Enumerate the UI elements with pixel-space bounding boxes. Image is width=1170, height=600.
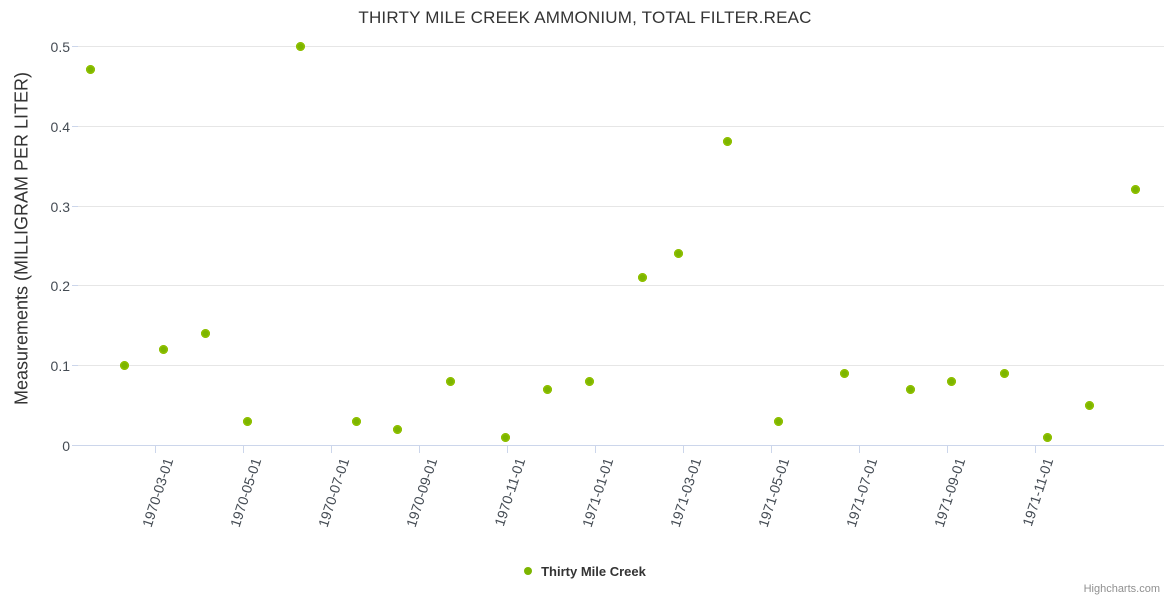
x-axis-tick-mark: [155, 446, 156, 453]
data-point[interactable]: [674, 248, 684, 258]
x-axis-tick-mark: [331, 446, 332, 453]
gridline: [78, 285, 1164, 287]
x-axis-tick-label: 1970-05-01: [226, 456, 265, 530]
legend-marker-icon: [524, 566, 533, 575]
legend-item-label: Thirty Mile Creek: [541, 564, 646, 580]
y-axis-tick-label: 0: [62, 438, 70, 454]
data-point[interactable]: [120, 360, 130, 370]
data-point[interactable]: [501, 432, 511, 442]
data-point[interactable]: [392, 424, 402, 434]
y-axis-tick-label: 0.3: [50, 198, 70, 215]
data-point[interactable]: [773, 416, 783, 426]
data-point[interactable]: [200, 328, 210, 338]
plot-area: [78, 40, 1164, 446]
y-axis-tick-mark: [72, 205, 78, 207]
x-axis-tick-mark: [947, 446, 948, 453]
x-axis-tick-label: 1971-09-01: [930, 456, 969, 530]
x-axis-tick-mark: [507, 446, 508, 453]
x-axis-tick-mark: [683, 446, 684, 453]
y-axis-tick-label: 0.1: [50, 358, 70, 375]
gridline: [78, 205, 1164, 207]
y-axis-tick-mark: [72, 285, 78, 287]
x-axis-tick-mark: [1035, 446, 1036, 453]
x-axis-tick-label: 1970-09-01: [402, 456, 441, 530]
gridline: [78, 46, 1164, 47]
data-point[interactable]: [446, 376, 456, 386]
legend-item[interactable]: Thirty Mile Creek: [524, 563, 646, 579]
x-axis-tick-mark: [859, 446, 860, 453]
x-axis-tick-mark: [243, 446, 244, 453]
x-axis-tick-mark: [595, 446, 596, 453]
data-point[interactable]: [840, 368, 850, 378]
gridline: [78, 125, 1164, 127]
y-axis-tick-labels: 0 0.1 0.2 0.3 0.4 0.5: [0, 39, 70, 454]
x-axis-tick-label: 1971-01-01: [578, 456, 617, 530]
chart-title: THIRTY MILE CREEK AMMONIUM, TOTAL FILTER…: [358, 8, 812, 27]
x-axis-tick-mark: [419, 446, 420, 453]
x-axis-line: [78, 445, 1164, 446]
data-point[interactable]: [946, 376, 956, 386]
y-axis-tick-label: 0.5: [50, 39, 70, 55]
chart-legend: Thirty Mile Creek: [0, 563, 1170, 579]
x-axis-tick-label: 1970-07-01: [314, 456, 353, 530]
y-axis-tick-mark: [72, 125, 78, 127]
data-point[interactable]: [542, 384, 552, 394]
x-axis-tick-label: 1971-11-01: [1019, 456, 1057, 529]
highcharts-credits[interactable]: Highcharts.com: [1083, 583, 1160, 595]
x-axis-tick-label: 1971-05-01: [754, 456, 793, 530]
data-point[interactable]: [1131, 185, 1141, 195]
x-axis-tick-label: 1970-11-01: [491, 456, 529, 529]
data-point[interactable]: [1085, 400, 1095, 410]
y-axis-tick-mark: [72, 365, 78, 367]
data-point[interactable]: [638, 272, 648, 282]
data-point[interactable]: [296, 41, 306, 51]
x-axis-tick-label: 1971-03-01: [666, 456, 705, 530]
y-axis-tick-label: 0.4: [50, 118, 70, 135]
data-point[interactable]: [1043, 432, 1053, 442]
x-axis-tick-label: 1971-07-01: [842, 456, 881, 530]
data-point[interactable]: [723, 137, 733, 147]
y-axis-tick-label: 0.2: [50, 278, 70, 295]
data-point[interactable]: [1000, 368, 1010, 378]
data-point[interactable]: [242, 416, 252, 426]
data-point[interactable]: [906, 384, 916, 394]
data-point[interactable]: [352, 416, 362, 426]
y-axis-tick-mark: [72, 445, 78, 446]
y-axis-tick-mark: [72, 46, 78, 47]
data-point[interactable]: [584, 376, 594, 386]
x-axis-tick-label: 1970-03-01: [138, 456, 177, 530]
gridline: [78, 365, 1164, 367]
data-point[interactable]: [85, 65, 95, 75]
x-axis-tick-mark: [771, 446, 772, 453]
data-point[interactable]: [159, 344, 169, 354]
